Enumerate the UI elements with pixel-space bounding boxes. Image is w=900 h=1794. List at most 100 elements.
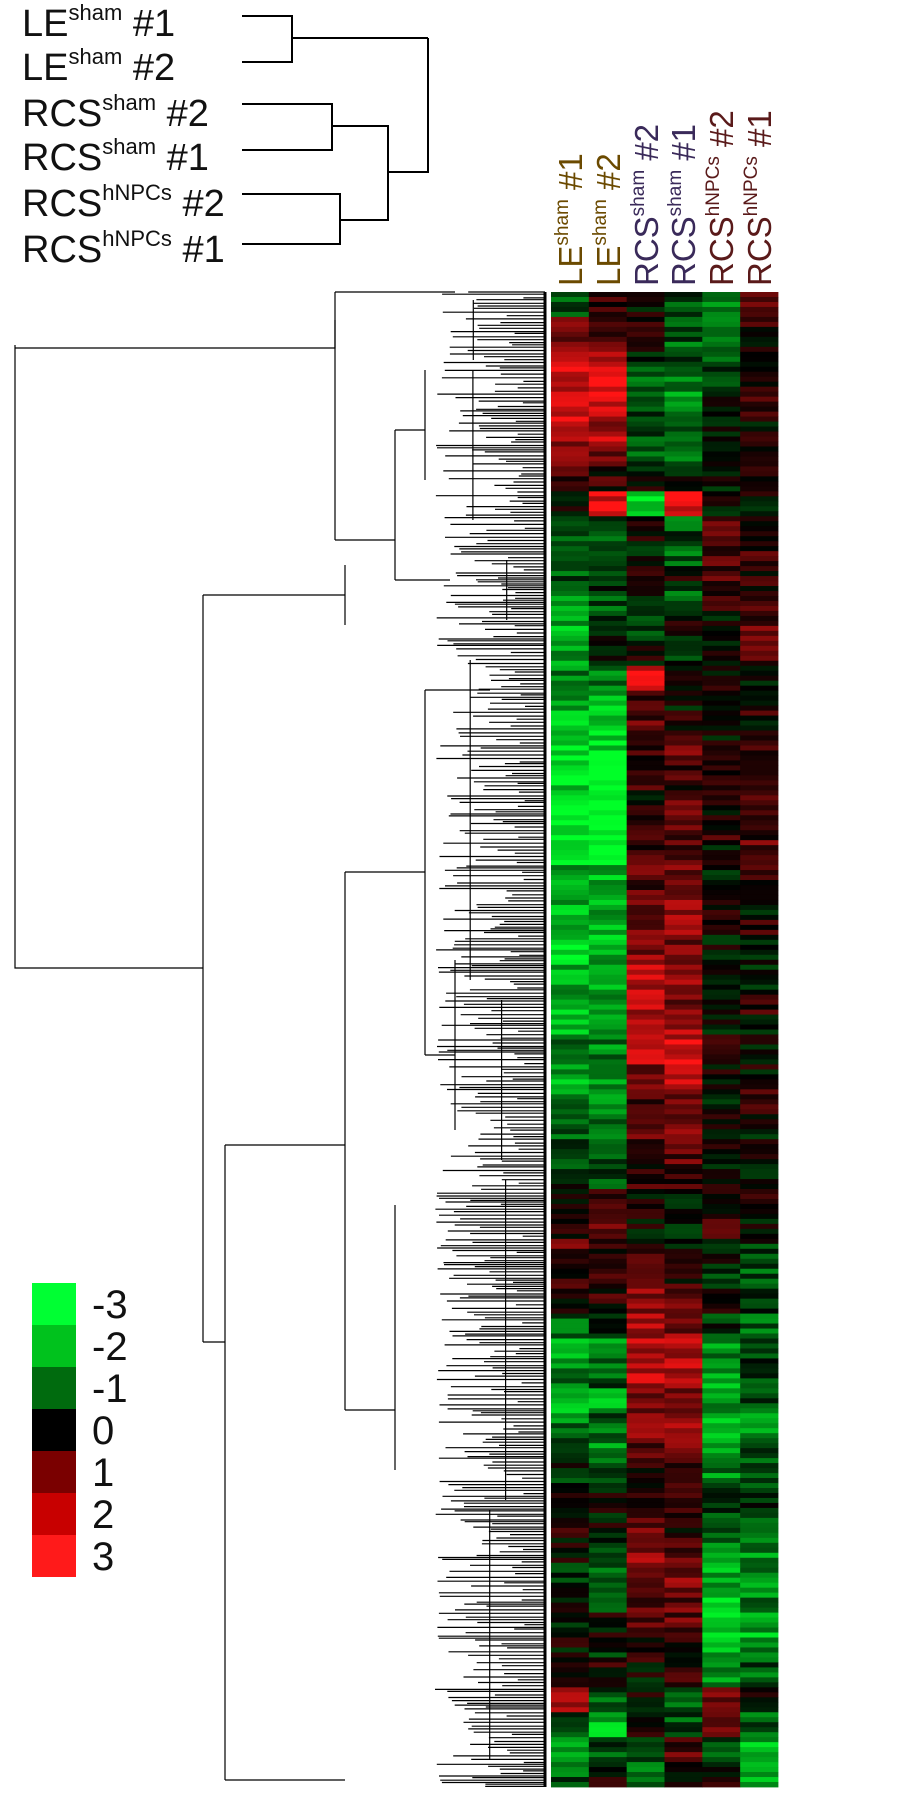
heatmap-cell: [551, 1782, 590, 1788]
heatmap-cell: [588, 1737, 628, 1743]
heatmap-cell: [702, 894, 741, 901]
heatmap-cell: [588, 326, 628, 333]
heatmap-cell: [551, 705, 590, 711]
heatmap-cell: [740, 1458, 779, 1464]
heatmap-cell: [551, 571, 590, 577]
heatmap-cell: [626, 1712, 665, 1718]
heatmap-cell: [664, 835, 703, 841]
heatmap-cell: [551, 1308, 590, 1314]
label-name: RCS: [22, 183, 103, 225]
heatmap-cell: [664, 1024, 703, 1030]
heatmap-cell: [626, 436, 665, 442]
heatmap-cell: [551, 1562, 590, 1569]
heatmap-cell: [740, 1368, 779, 1374]
heatmap-cell: [702, 1363, 741, 1369]
heatmap-cell: [551, 875, 590, 881]
sample-label: RCSsham #2: [22, 92, 209, 134]
heatmap-cell: [626, 969, 665, 976]
label-name: RCS: [703, 216, 741, 286]
heatmap-cell: [551, 1772, 590, 1778]
heatmap-cell: [588, 1617, 628, 1623]
heatmap-cell: [626, 725, 665, 731]
heatmap-cell: [626, 1517, 665, 1524]
heatmap-cell: [664, 909, 703, 916]
heatmap-cell: [551, 1263, 590, 1270]
heatmap-cell: [740, 1353, 779, 1359]
heatmap-cell: [740, 1423, 779, 1429]
heatmap-cell: [740, 461, 779, 467]
heatmap-cell: [626, 790, 665, 796]
heatmap-cell: [664, 1692, 703, 1698]
heatmap-cell: [664, 331, 703, 338]
heatmap-cell: [626, 1597, 665, 1604]
heatmap-cell: [664, 1203, 703, 1210]
heatmap-cell: [588, 1537, 628, 1544]
heatmap-cell: [551, 511, 590, 517]
heatmap-cell: [626, 845, 665, 851]
heatmap-cell: [740, 1742, 779, 1748]
heatmap-cell: [664, 894, 703, 901]
heatmap-cell: [702, 1074, 741, 1080]
heatmap-cell: [664, 381, 703, 388]
heatmap-cell: [664, 840, 703, 846]
heatmap-cell: [551, 1338, 590, 1344]
heatmap-cell: [626, 939, 665, 946]
heatmap-cell: [702, 541, 741, 547]
heatmap-cell: [664, 476, 703, 482]
heatmap-cell: [664, 416, 703, 422]
heatmap-cell: [664, 650, 703, 657]
heatmap-cell: [626, 1154, 665, 1160]
heatmap-cell: [664, 625, 703, 632]
heatmap-cell: [626, 1169, 665, 1175]
heatmap-cell: [588, 1717, 628, 1723]
heatmap-cell: [626, 929, 665, 936]
heatmap-cell: [740, 1517, 779, 1524]
heatmap-cell: [551, 496, 590, 502]
heatmap-cell: [551, 1174, 590, 1180]
heatmap-cell: [664, 1109, 703, 1115]
heatmap-cell: [626, 650, 665, 657]
heatmap-cell: [551, 745, 590, 751]
heatmap-cell: [740, 944, 779, 951]
heatmap-cell: [626, 840, 665, 846]
heatmap-cell: [740, 1278, 779, 1285]
heatmap-cell: [664, 994, 703, 1001]
heatmap-cell: [626, 605, 665, 612]
heatmap-cell: [664, 366, 703, 373]
heatmap-cell: [551, 1433, 590, 1439]
heatmap-cell: [664, 356, 703, 363]
heatmap-cell: [588, 795, 628, 801]
heatmap-cell: [588, 1218, 628, 1225]
heatmap-cell: [551, 536, 590, 542]
heatmap-cell: [588, 1473, 628, 1479]
heatmap-cell: [626, 1094, 665, 1100]
heatmap-cell: [702, 690, 741, 697]
heatmap-cell: [551, 1004, 590, 1010]
heatmap-cell: [588, 924, 628, 931]
heatmap-cell: [740, 1213, 779, 1220]
heatmap-cell: [588, 1393, 628, 1399]
heatmap-cell: [740, 1602, 779, 1608]
heatmap-cell: [588, 1507, 628, 1514]
heatmap-cell: [626, 1702, 665, 1708]
heatmap-cell: [551, 1179, 590, 1185]
heatmap-cell: [702, 301, 741, 308]
heatmap-cell: [626, 755, 665, 761]
heatmap-cell: [740, 1149, 779, 1155]
heatmap-cell: [626, 1228, 665, 1235]
heatmap-cell: [626, 1149, 665, 1155]
heatmap-cell: [588, 949, 628, 956]
heatmap-cell: [740, 1682, 779, 1688]
heatmap-cell: [664, 351, 703, 358]
heatmap-cell: [740, 1577, 779, 1584]
heatmap-cell: [702, 870, 741, 876]
heatmap-cell: [588, 1189, 628, 1195]
heatmap-cell: [588, 989, 628, 996]
heatmap-cell: [588, 356, 628, 363]
heatmap-cell: [740, 1119, 779, 1125]
heatmap-cell: [740, 1184, 779, 1190]
heatmap-cell: [702, 466, 741, 472]
heatmap-cell: [740, 825, 779, 831]
heatmap-cell: [626, 745, 665, 751]
heatmap-cell: [664, 1547, 703, 1554]
